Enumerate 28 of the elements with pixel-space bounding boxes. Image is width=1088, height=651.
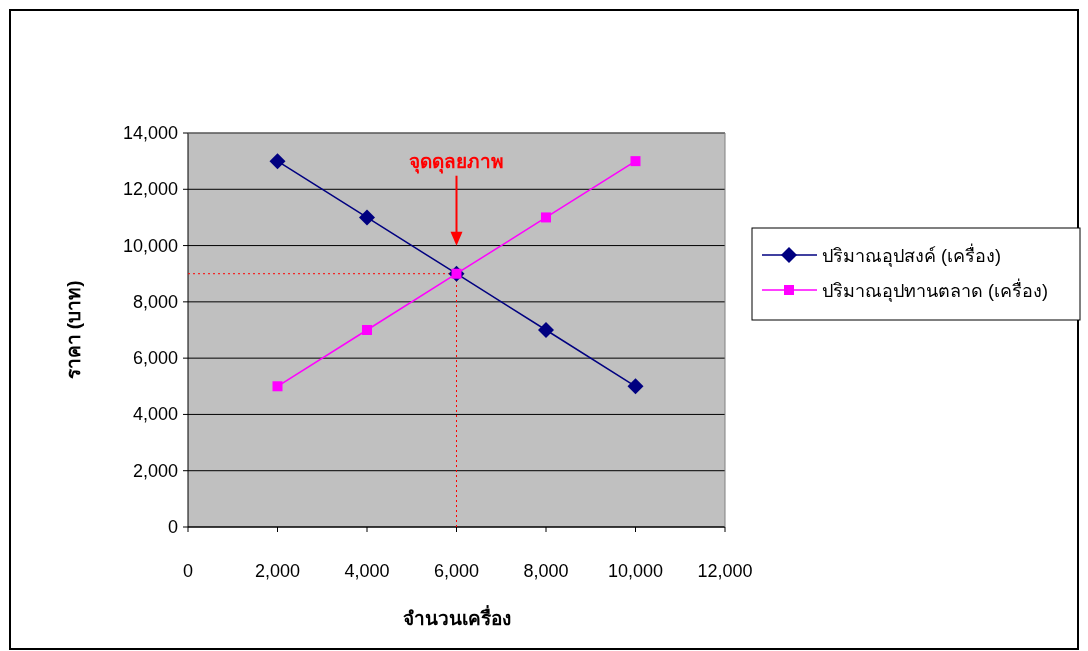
point: [362, 325, 372, 335]
y-tick-label: 2,000: [132, 460, 178, 481]
y-axis-title: ราคา (บาท): [63, 280, 84, 380]
annotation: จุดดุลยภาพ: [409, 150, 504, 174]
x-tick-label: 4,000: [344, 561, 390, 581]
y-tick-label: 0: [167, 517, 178, 537]
x-axis-title: จำนวนเครื่อง: [402, 605, 511, 629]
x-tick-label: 10,000: [607, 561, 664, 581]
y-tick-label: 14,000: [122, 123, 178, 143]
x-tick-label: 0: [182, 561, 194, 581]
x-tick-label: 2,000: [254, 561, 301, 581]
point: [272, 381, 283, 392]
x-tick-label: 12,000: [697, 561, 753, 581]
y-tick-label: 10,000: [122, 235, 178, 256]
point: [359, 209, 375, 226]
legend-label: ปริมาณอุปทานตลาด (เครื่อง): [822, 278, 1048, 302]
x-tick-label: 6,000: [433, 561, 480, 581]
point: [627, 378, 644, 395]
point: [538, 322, 554, 338]
legend-label: ปริมาณอุปสงค์ (เครื่อง): [822, 243, 1001, 267]
point: [630, 156, 641, 167]
y-tick-label: 6,000: [132, 348, 178, 369]
point: [269, 153, 286, 170]
x-tick-label: 8,000: [523, 561, 569, 581]
point: [541, 212, 551, 223]
y-tick-label: 4,000: [132, 404, 178, 425]
y-tick-label: 12,000: [122, 179, 178, 200]
y-tick-label: 8,000: [132, 291, 178, 312]
